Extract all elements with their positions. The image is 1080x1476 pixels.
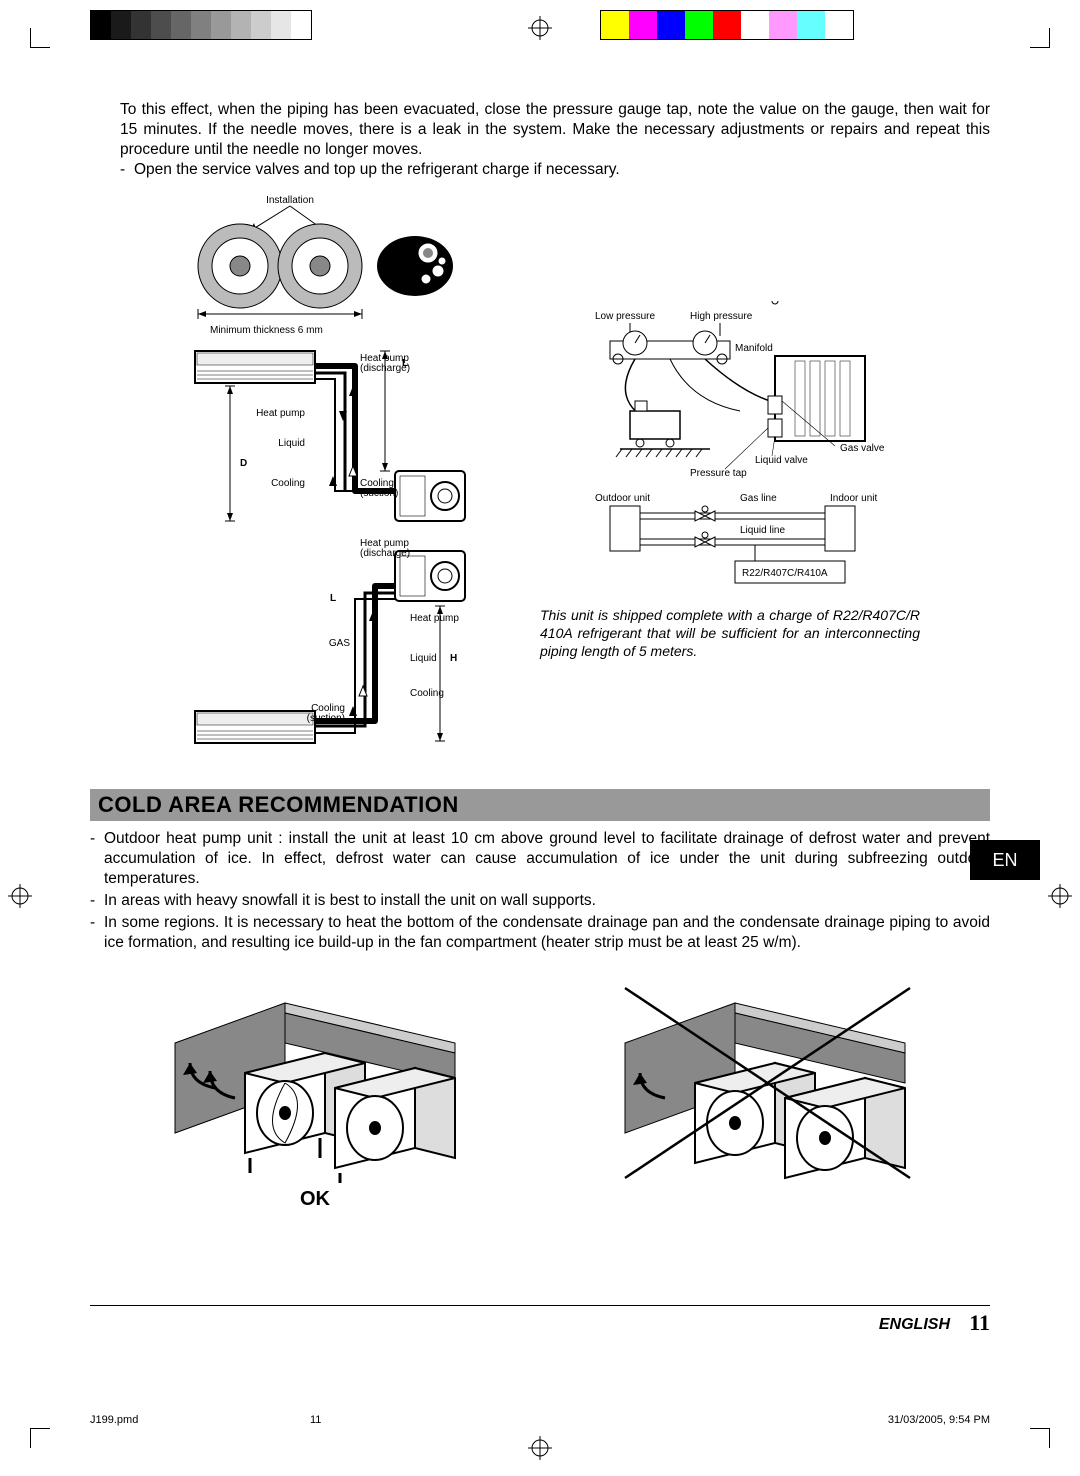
label-H: H	[450, 653, 457, 664]
footer-page-number: 11	[969, 1310, 990, 1336]
cold-area-text: Outdoor heat pump unit : install the uni…	[90, 829, 990, 954]
meta-page: 11	[310, 1414, 321, 1426]
placement-illustrations: OK	[90, 983, 990, 1211]
language-tab-label: EN	[992, 850, 1017, 871]
shipping-note: This unit is shipped complete with a cha…	[540, 606, 920, 661]
label-high-pressure: High pressure	[690, 311, 753, 322]
label-D: D	[240, 458, 247, 469]
label-suction-2: (suction)	[307, 713, 345, 724]
cold-area-b2: In areas with heavy snowfall it is best …	[104, 891, 990, 911]
label-gas-valve: Gas valve	[840, 443, 885, 454]
crop-mark-tl	[30, 20, 58, 48]
footer-language: ENGLISH	[879, 1316, 950, 1334]
label-liquid-line: Liquid line	[740, 525, 785, 536]
insulation-roll-2	[278, 224, 362, 308]
placement-ok: OK	[165, 983, 465, 1211]
label-cooling-1: Cooling	[271, 478, 305, 489]
label-cooling-3: Cooling	[410, 688, 444, 699]
crop-mark-br	[1022, 1428, 1050, 1456]
indoor-unit-top	[195, 351, 315, 383]
figure-row: Installation	[90, 191, 990, 771]
label-heatpump-4: Heat pump	[410, 613, 459, 624]
label-installation: Installation	[266, 195, 314, 206]
meta-line: J199.pmd 11 31/03/2005, 9:54 PM	[90, 1414, 990, 1426]
insulation-roll-1	[198, 224, 282, 308]
label-liquid-2: Liquid	[410, 653, 437, 664]
label-pressure-tap: Pressure tap	[690, 468, 747, 479]
label-gas-line: Gas line	[740, 493, 777, 504]
grayscale-bar	[90, 10, 312, 40]
label-L-1: L	[402, 358, 408, 369]
registration-target-right	[1048, 884, 1072, 908]
label-heatpump-2: Heat pump	[256, 408, 305, 419]
label-discharge-2: (discharge)	[360, 548, 410, 559]
crop-mark-bl	[30, 1428, 58, 1456]
registration-target-left	[8, 884, 32, 908]
label-indoor-unit: Indoor unit	[830, 493, 877, 504]
label-L-2: L	[330, 593, 336, 604]
label-outdoor-unit: Outdoor unit	[595, 493, 650, 504]
manifold-diagram-col: Low pressure High pressure Manifold	[540, 191, 990, 771]
piping-diagram: Installation	[90, 191, 540, 771]
registration-target-bottom	[528, 1436, 552, 1460]
cold-area-b1: Outdoor heat pump unit : install the uni…	[104, 829, 990, 889]
label-gas: GAS	[329, 638, 350, 649]
cable-bundle	[377, 236, 453, 296]
meta-file: J199.pmd	[90, 1414, 138, 1426]
manifold-diagram: Low pressure High pressure Manifold	[540, 301, 920, 591]
footer-rule	[90, 1305, 990, 1306]
meta-datetime: 31/03/2005, 9:54 PM	[888, 1414, 990, 1426]
outdoor-unit-upper	[395, 471, 465, 521]
intro-p2: Open the service valves and top up the r…	[134, 160, 990, 180]
page-content: To this effect, when the piping has been…	[90, 100, 990, 1376]
intro-p1: To this effect, when the piping has been…	[120, 101, 990, 158]
intro-text: To this effect, when the piping has been…	[120, 100, 990, 181]
registration-target-top	[528, 16, 552, 40]
label-low-pressure: Low pressure	[595, 311, 655, 322]
crop-mark-tr	[1022, 20, 1050, 48]
label-liquid-1: Liquid	[278, 438, 305, 449]
label-liquid-valve: Liquid valve	[755, 455, 808, 466]
label-refrigerant: R22/R407C/R410A	[742, 568, 828, 579]
label-min-thickness: Minimum thickness 6 mm	[210, 325, 323, 336]
section-title: COLD AREA RECOMMENDATION	[98, 792, 459, 817]
label-manifold: Manifold	[735, 343, 773, 354]
color-bar	[600, 10, 854, 40]
ok-label: OK	[165, 1188, 465, 1211]
section-heading: COLD AREA RECOMMENDATION	[90, 789, 990, 821]
indoor-unit-bottom	[195, 711, 315, 743]
label-suction-1: (suction)	[360, 488, 398, 499]
cold-area-b3: In some regions. It is necessary to heat…	[104, 913, 990, 953]
placement-wrong	[615, 983, 915, 1211]
